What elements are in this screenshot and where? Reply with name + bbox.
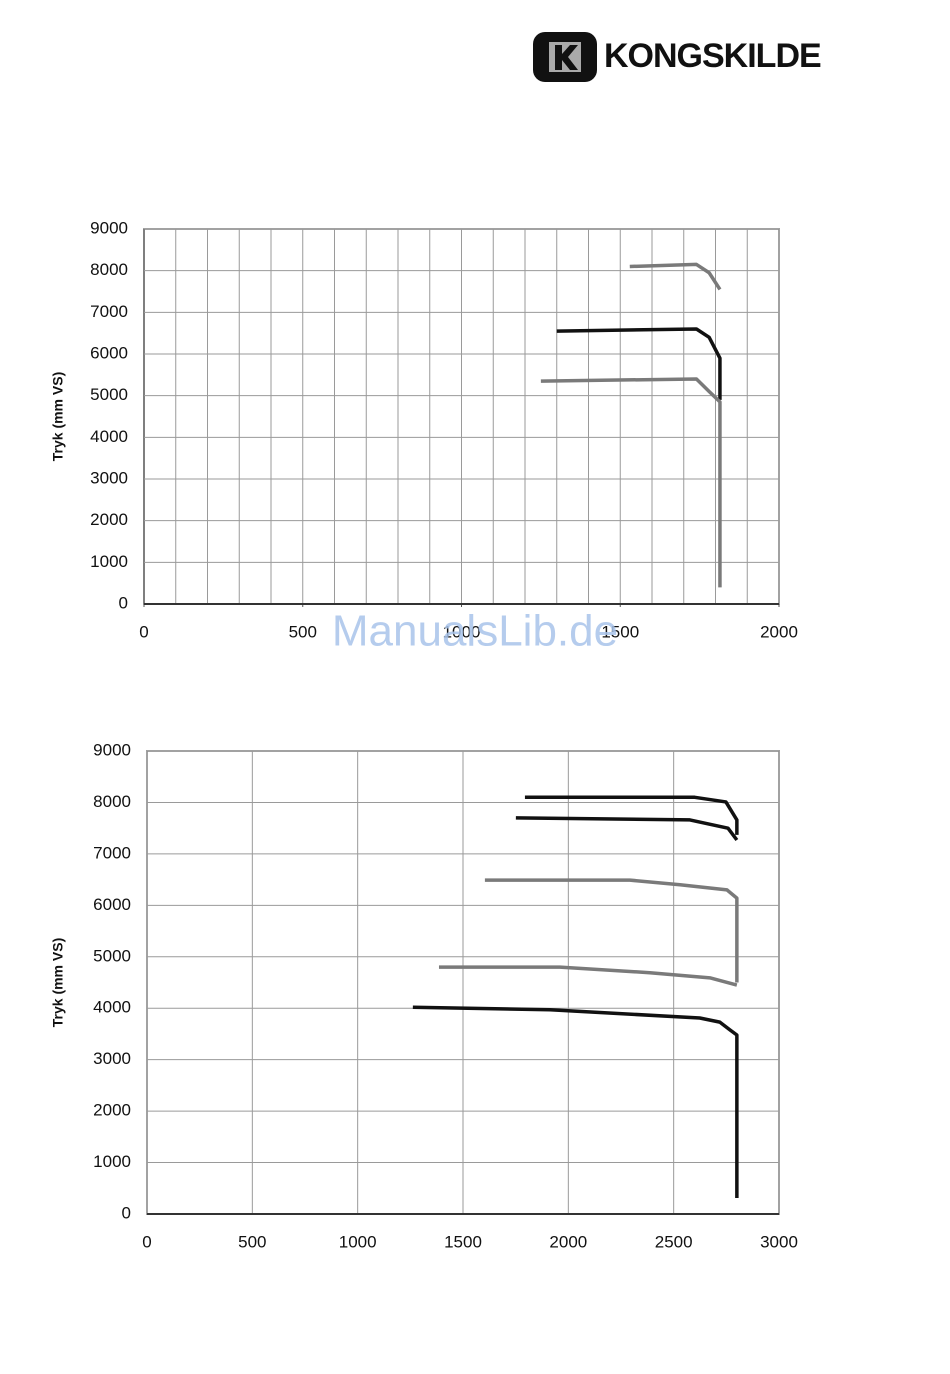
y-tick-label: 4000 (93, 998, 131, 1017)
x-tick-label: 500 (238, 1232, 266, 1251)
x-tick-label: 2000 (549, 1232, 587, 1251)
y-tick-label: 9000 (90, 218, 128, 237)
y-tick-label: 7000 (93, 843, 131, 862)
y-tick-label: 3000 (90, 468, 128, 487)
x-tick-label: 2500 (655, 1232, 693, 1251)
x-tick-label: 1500 (601, 622, 639, 641)
line-series (438, 965, 738, 987)
y-tick-label: 4000 (90, 427, 128, 446)
y-tick-label: 6000 (90, 343, 128, 362)
x-tick-label: 1000 (443, 622, 481, 641)
x-tick-label: 0 (139, 622, 148, 641)
y-tick-label: 8000 (90, 260, 128, 279)
line-series (484, 878, 739, 983)
line-series (412, 1005, 739, 1199)
y-tick-label: 1000 (93, 1152, 131, 1171)
y-tick-label: 0 (122, 1203, 131, 1222)
y-tick-label: 6000 (93, 895, 131, 914)
line-series (515, 816, 739, 842)
y-tick-label: 2000 (90, 510, 128, 529)
y-axis-label: Tryk (mm VS) (50, 372, 66, 461)
logo-text: KONGSKILDE (604, 37, 821, 75)
x-tick-label: 0 (142, 1232, 151, 1251)
y-tick-label: 2000 (93, 1101, 131, 1120)
y-tick-label: 1000 (90, 552, 128, 571)
y-tick-label: 8000 (93, 792, 131, 811)
line-series (524, 795, 739, 835)
logo-k (555, 45, 578, 70)
logo: KONGSKILDE (533, 32, 822, 82)
y-tick-label: 5000 (90, 385, 128, 404)
watermark: ManualsLib.de (332, 607, 618, 656)
x-tick-label: 1000 (339, 1232, 377, 1251)
line-series (556, 327, 722, 400)
y-tick-label: 3000 (93, 1049, 131, 1068)
y-axis-label: Tryk (mm VS) (50, 938, 66, 1027)
x-tick-label: 3000 (760, 1232, 798, 1251)
line-series (629, 262, 722, 291)
x-tick-label: 2000 (760, 622, 798, 641)
y-tick-label: 5000 (93, 946, 131, 965)
line-series (540, 377, 722, 588)
y-tick-label: 9000 (93, 740, 131, 759)
x-tick-label: 1500 (444, 1232, 482, 1251)
y-tick-label: 7000 (90, 302, 128, 321)
y-tick-label: 0 (119, 593, 128, 612)
x-tick-label: 500 (289, 622, 317, 641)
